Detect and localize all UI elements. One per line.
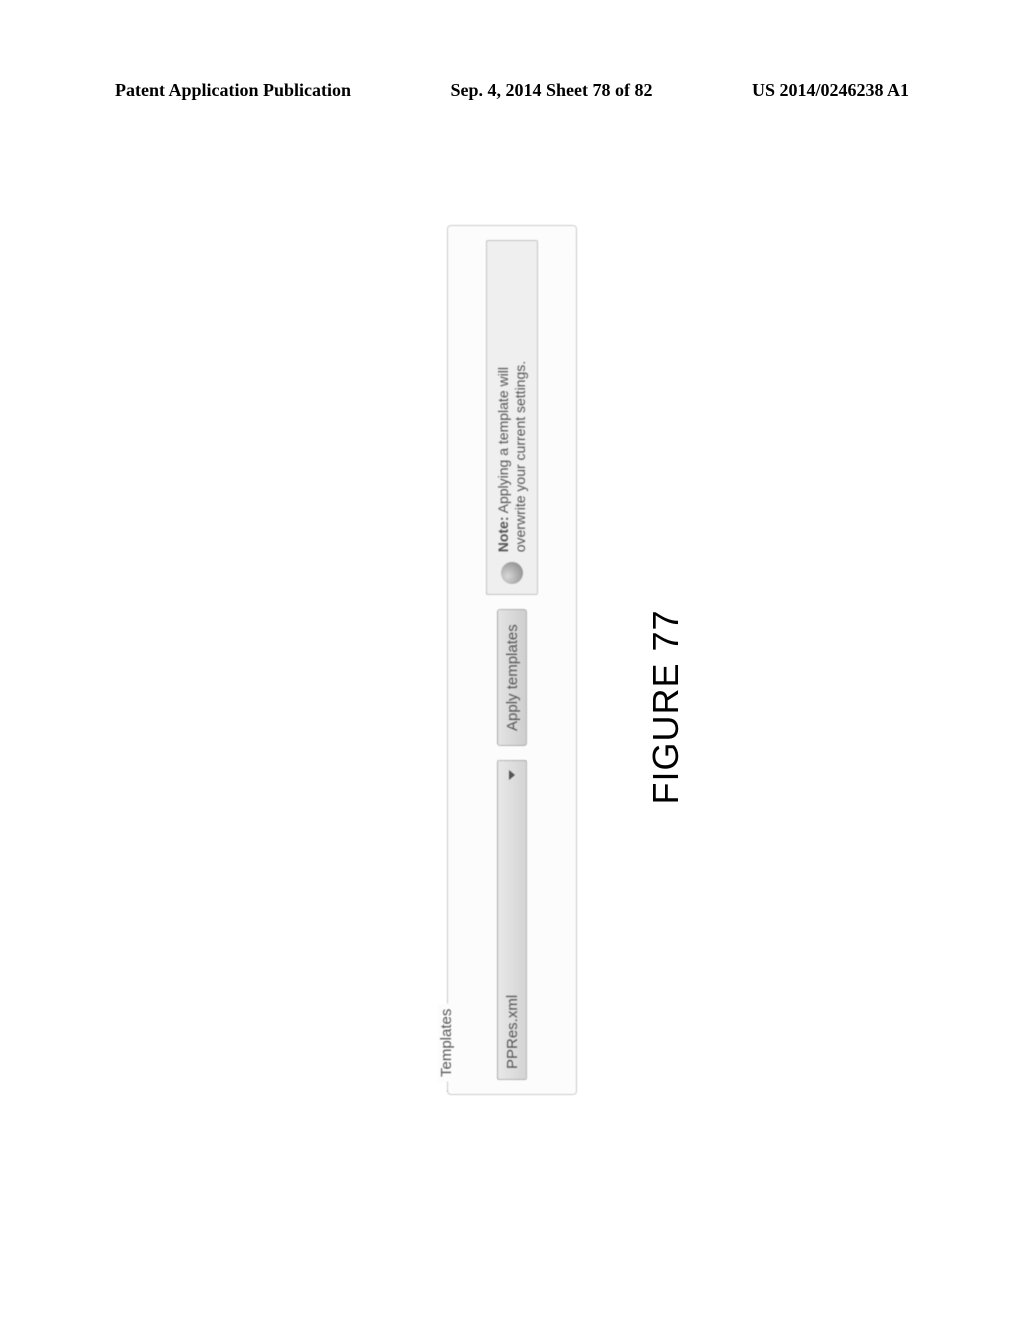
dropdown-selected-value: PPRes.xml bbox=[504, 995, 521, 1069]
header-right-text: US 2014/0246238 A1 bbox=[752, 80, 909, 101]
rotated-figure-container: Templates PPRes.xml Apply templates Note… bbox=[447, 225, 577, 1095]
note-line-1: Applying a template will bbox=[495, 367, 511, 513]
template-dropdown[interactable]: PPRes.xml bbox=[497, 760, 527, 1080]
header-center-text: Sep. 4, 2014 Sheet 78 of 82 bbox=[451, 80, 653, 101]
note-label: Note: bbox=[495, 516, 511, 552]
chevron-down-icon bbox=[504, 767, 520, 783]
info-icon bbox=[501, 562, 523, 584]
note-text: Note: Applying a template will overwrite… bbox=[495, 361, 530, 552]
templates-panel: Templates PPRes.xml Apply templates Note… bbox=[447, 225, 577, 1095]
page-header: Patent Application Publication Sep. 4, 2… bbox=[0, 80, 1024, 101]
note-line-2: overwrite your current settings. bbox=[512, 361, 528, 552]
apply-button-label: Apply templates bbox=[504, 624, 521, 731]
apply-templates-button[interactable]: Apply templates bbox=[497, 609, 527, 746]
figure-caption: FIGURE 77 bbox=[645, 610, 687, 805]
header-left-text: Patent Application Publication bbox=[115, 80, 351, 101]
note-box: Note: Applying a template will overwrite… bbox=[486, 240, 538, 595]
panel-legend: Templates bbox=[438, 1004, 455, 1082]
panel-row: PPRes.xml Apply templates Note: Applying… bbox=[448, 226, 552, 1094]
